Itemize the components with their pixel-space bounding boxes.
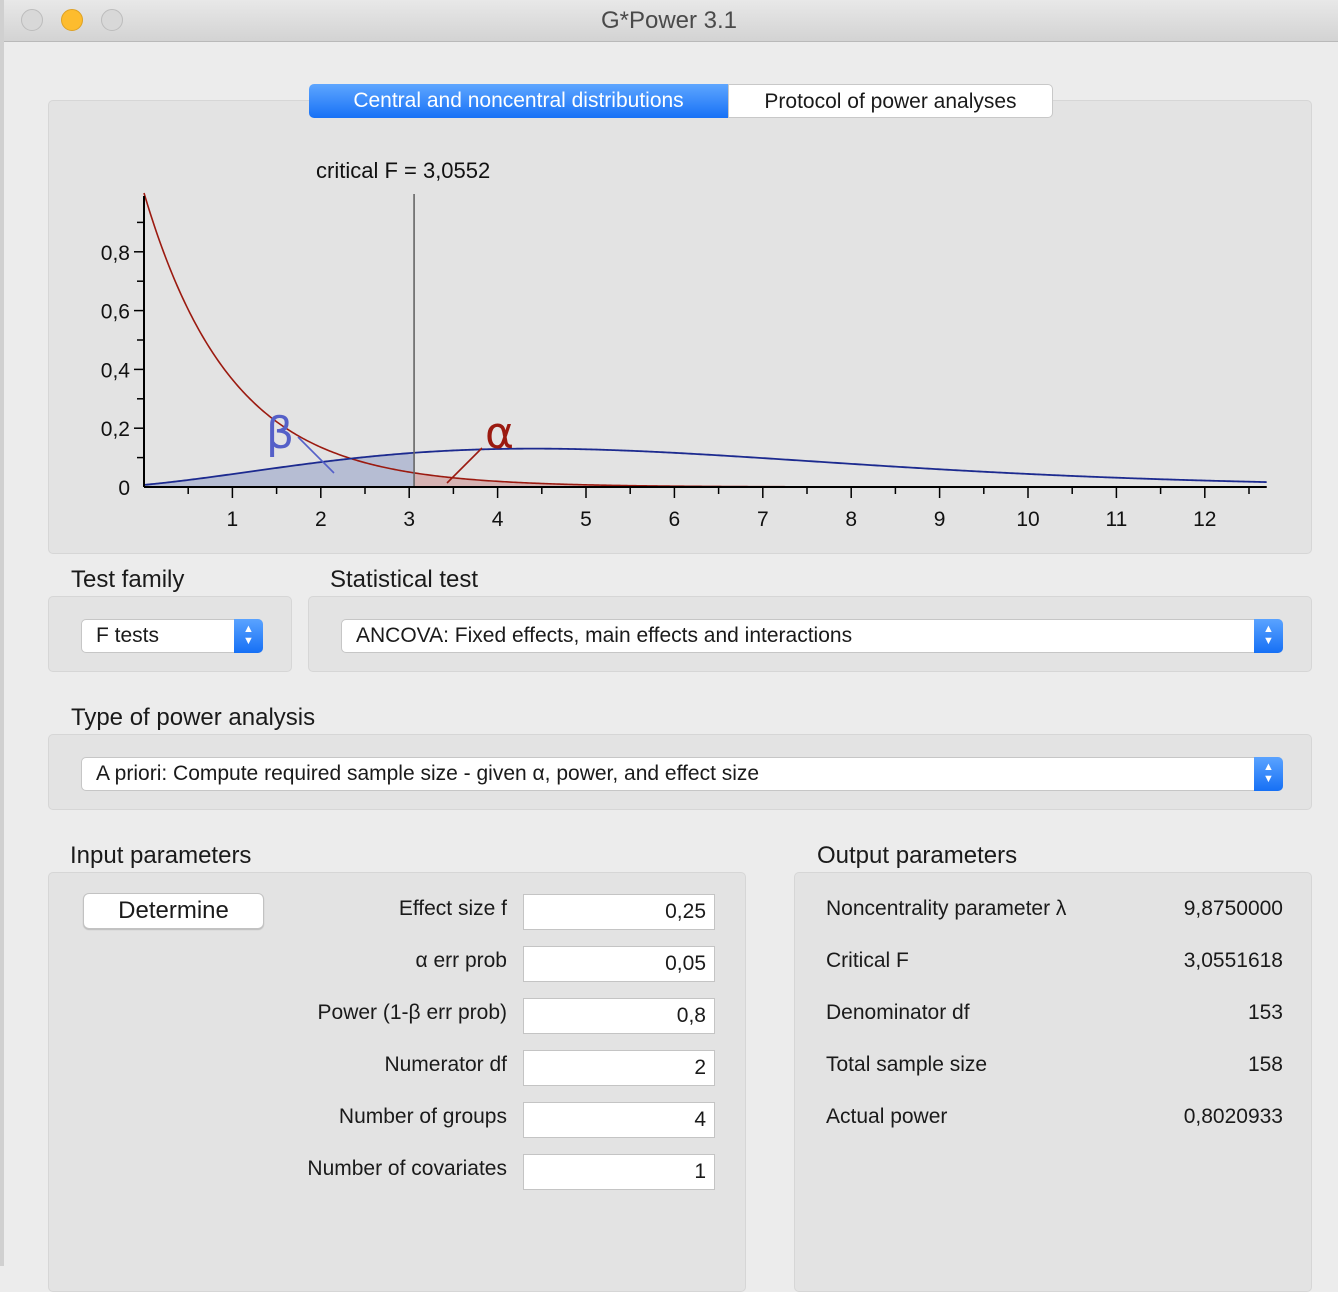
input-field[interactable]: 0,25 xyxy=(523,894,715,930)
title-bar xyxy=(4,0,1338,42)
alpha-label: α xyxy=(485,408,514,459)
output-value: 3,0551618 xyxy=(1183,949,1283,972)
tab-distributions[interactable]: Central and noncentral distributions xyxy=(309,84,728,118)
critical-f-label: critical F = 3,0552 xyxy=(316,158,490,183)
output-value: 9,8750000 xyxy=(1183,897,1283,920)
x-tick-label: 6 xyxy=(669,508,681,531)
power-analysis-select[interactable]: A priori: Compute required sample size -… xyxy=(81,757,1283,791)
input-label: Effect size f xyxy=(398,897,507,920)
x-tick-label: 11 xyxy=(1105,508,1127,531)
close-button[interactable] xyxy=(21,9,43,31)
input-label: Power (1-β err prob) xyxy=(317,1001,507,1024)
input-label: Numerator df xyxy=(384,1053,507,1076)
x-tick-label: 10 xyxy=(1016,508,1039,531)
input-field[interactable]: 4 xyxy=(523,1102,715,1138)
x-tick-label: 5 xyxy=(580,508,592,531)
test-family-select[interactable]: F tests ▲ ▼ xyxy=(81,619,263,653)
output-parameters-title: Output parameters xyxy=(817,842,1018,869)
input-parameters-title: Input parameters xyxy=(70,842,252,869)
input-field[interactable]: 0,8 xyxy=(523,998,715,1034)
y-tick-label: 0,6 xyxy=(101,301,130,324)
y-tick-label: 0,4 xyxy=(101,359,131,382)
statistical-test-select[interactable]: ANCOVA: Fixed effects, main effects and … xyxy=(341,619,1283,653)
y-tick-label: 0,2 xyxy=(101,418,130,441)
chevron-up-down-icon: ▲ ▼ xyxy=(1254,619,1283,653)
x-tick-label: 9 xyxy=(934,508,946,531)
output-value: 153 xyxy=(1247,1001,1283,1024)
alpha-area xyxy=(414,472,1267,487)
input-label: Number of covariates xyxy=(307,1157,507,1180)
central-distribution-curve xyxy=(143,192,1267,488)
x-tick-label: 2 xyxy=(315,508,327,531)
test-family-value: F tests xyxy=(96,624,160,647)
y-tick-label: 0 xyxy=(118,477,130,500)
minimize-button[interactable] xyxy=(61,9,83,31)
alpha-pointer xyxy=(446,447,483,484)
test-family-label: Test family xyxy=(71,566,185,593)
beta-pointer xyxy=(297,436,335,474)
x-tick-label: 3 xyxy=(403,508,415,531)
output-label: Denominator df xyxy=(826,1001,970,1024)
input-field[interactable]: 0,05 xyxy=(523,946,715,982)
x-tick-label: 4 xyxy=(492,508,504,531)
determine-button[interactable]: Determine xyxy=(83,893,264,929)
input-field[interactable]: 2 xyxy=(523,1050,715,1086)
beta-area xyxy=(144,452,415,487)
background-window-edge xyxy=(0,0,4,1266)
output-label: Actual power xyxy=(826,1105,948,1128)
x-tick-label: 8 xyxy=(845,508,857,531)
statistical-test-value: ANCOVA: Fixed effects, main effects and … xyxy=(356,624,853,647)
y-tick-label: 0,8 xyxy=(101,242,130,265)
output-panel xyxy=(794,872,1312,1292)
output-value: 158 xyxy=(1247,1053,1283,1076)
output-label: Noncentrality parameter λ xyxy=(826,897,1067,920)
noncentral-distribution-curve xyxy=(143,447,1267,486)
x-tick-label: 12 xyxy=(1193,508,1216,531)
output-value: 0,8020933 xyxy=(1183,1105,1283,1128)
input-field[interactable]: 1 xyxy=(523,1154,715,1190)
power-analysis-value: A priori: Compute required sample size -… xyxy=(96,762,760,785)
window-title: G*Power 3.1 xyxy=(600,7,738,34)
x-tick-label: 1 xyxy=(227,508,239,531)
output-label: Total sample size xyxy=(826,1053,988,1076)
zoom-button[interactable] xyxy=(101,9,123,31)
x-tick-label: 7 xyxy=(757,508,769,531)
statistical-test-label: Statistical test xyxy=(330,566,479,593)
power-analysis-label: Type of power analysis xyxy=(71,704,316,731)
beta-label: β xyxy=(266,408,294,459)
chevron-up-down-icon: ▲ ▼ xyxy=(234,619,263,653)
tab-protocol[interactable]: Protocol of power analyses xyxy=(728,84,1053,118)
output-label: Critical F xyxy=(826,949,909,972)
input-label: α err prob xyxy=(415,949,507,972)
input-label: Number of groups xyxy=(338,1105,507,1128)
chevron-up-down-icon: ▲ ▼ xyxy=(1254,757,1283,791)
